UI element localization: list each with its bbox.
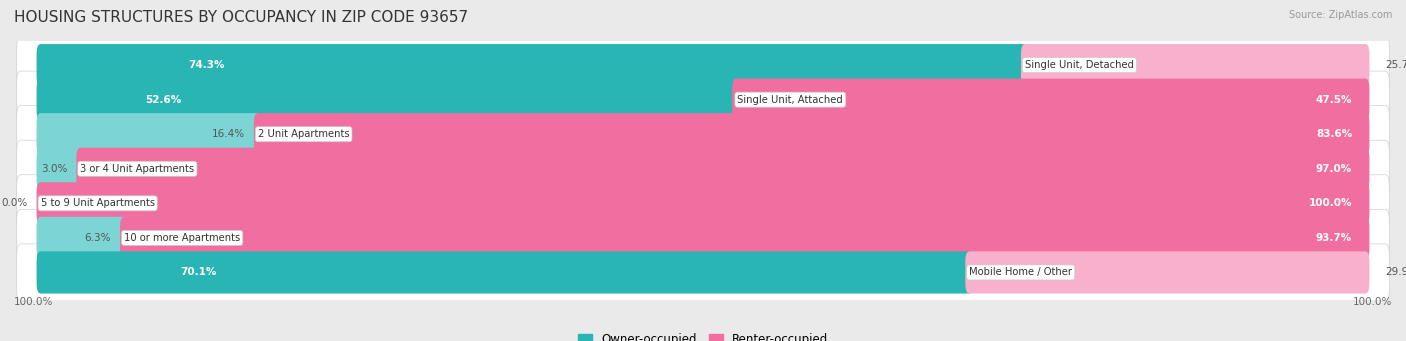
FancyBboxPatch shape (17, 175, 1389, 232)
Text: 5 to 9 Unit Apartments: 5 to 9 Unit Apartments (41, 198, 155, 208)
Text: Source: ZipAtlas.com: Source: ZipAtlas.com (1288, 10, 1392, 20)
Text: 25.7%: 25.7% (1385, 60, 1406, 70)
Text: 97.0%: 97.0% (1316, 164, 1353, 174)
Text: 83.6%: 83.6% (1316, 129, 1353, 139)
FancyBboxPatch shape (733, 78, 1369, 121)
FancyBboxPatch shape (120, 217, 1369, 259)
Text: 3 or 4 Unit Apartments: 3 or 4 Unit Apartments (80, 164, 194, 174)
Text: Single Unit, Attached: Single Unit, Attached (738, 95, 844, 105)
Text: 93.7%: 93.7% (1316, 233, 1353, 243)
Text: 16.4%: 16.4% (211, 129, 245, 139)
Text: 29.9%: 29.9% (1385, 267, 1406, 278)
FancyBboxPatch shape (17, 36, 1389, 94)
Text: 6.3%: 6.3% (84, 233, 111, 243)
Text: 0.0%: 0.0% (1, 198, 27, 208)
Text: 100.0%: 100.0% (1353, 297, 1392, 307)
Text: 70.1%: 70.1% (180, 267, 217, 278)
FancyBboxPatch shape (17, 71, 1389, 128)
FancyBboxPatch shape (17, 106, 1389, 163)
FancyBboxPatch shape (37, 182, 1369, 224)
FancyBboxPatch shape (37, 148, 84, 190)
FancyBboxPatch shape (37, 251, 973, 294)
FancyBboxPatch shape (37, 217, 128, 259)
Text: HOUSING STRUCTURES BY OCCUPANCY IN ZIP CODE 93657: HOUSING STRUCTURES BY OCCUPANCY IN ZIP C… (14, 10, 468, 25)
FancyBboxPatch shape (966, 251, 1369, 294)
FancyBboxPatch shape (17, 140, 1389, 197)
FancyBboxPatch shape (37, 113, 262, 155)
FancyBboxPatch shape (17, 244, 1389, 301)
Text: 2 Unit Apartments: 2 Unit Apartments (257, 129, 350, 139)
FancyBboxPatch shape (1021, 44, 1369, 86)
Text: 3.0%: 3.0% (41, 164, 67, 174)
Text: 52.6%: 52.6% (145, 95, 181, 105)
FancyBboxPatch shape (254, 113, 1369, 155)
FancyBboxPatch shape (76, 148, 1369, 190)
FancyBboxPatch shape (37, 44, 1029, 86)
Text: 74.3%: 74.3% (188, 60, 225, 70)
Legend: Owner-occupied, Renter-occupied: Owner-occupied, Renter-occupied (572, 329, 834, 341)
Text: 100.0%: 100.0% (1309, 198, 1353, 208)
Text: Mobile Home / Other: Mobile Home / Other (969, 267, 1073, 278)
Text: 10 or more Apartments: 10 or more Apartments (124, 233, 240, 243)
FancyBboxPatch shape (37, 78, 741, 121)
FancyBboxPatch shape (17, 209, 1389, 266)
Text: 100.0%: 100.0% (14, 297, 53, 307)
Text: Single Unit, Detached: Single Unit, Detached (1025, 60, 1135, 70)
Text: 47.5%: 47.5% (1316, 95, 1353, 105)
